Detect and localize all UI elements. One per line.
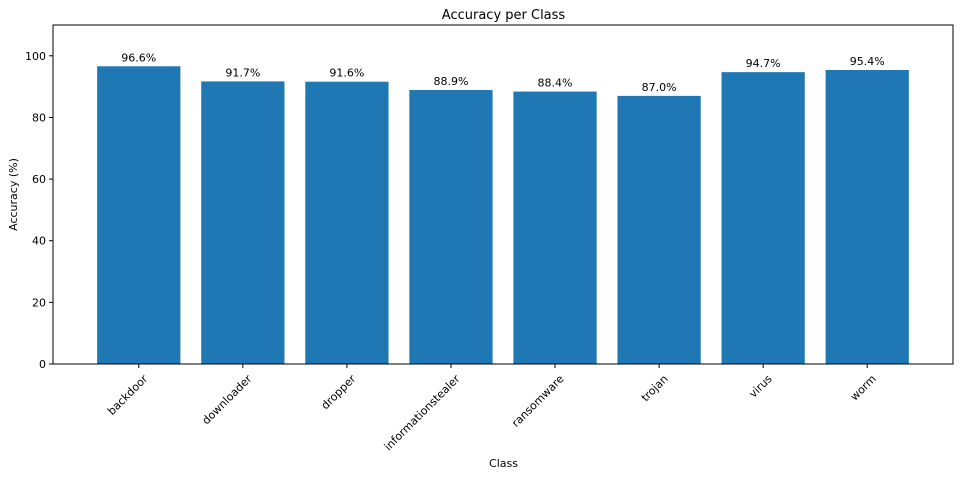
- x-axis-label: Class: [489, 457, 518, 470]
- data-label: 94.7%: [746, 57, 781, 70]
- y-tick-label: 40: [32, 235, 46, 248]
- y-tick-label: 20: [32, 296, 46, 309]
- data-label: 87.0%: [642, 81, 677, 94]
- data-label: 91.7%: [225, 66, 260, 79]
- y-tick-label: 100: [25, 50, 46, 63]
- data-label: 91.6%: [329, 67, 364, 80]
- y-axis: 0 20 40 60 80 100: [25, 50, 53, 371]
- bar: [97, 66, 181, 365]
- y-tick-label: 60: [32, 173, 46, 186]
- plot-frame: [52, 24, 954, 365]
- data-label: 95.4%: [850, 55, 885, 68]
- data-label: 88.9%: [433, 75, 468, 88]
- chart-title: Accuracy per Class: [442, 8, 566, 23]
- data-label: 88.4%: [538, 77, 573, 90]
- bar: [201, 81, 285, 364]
- bar: [409, 90, 493, 364]
- bar: [721, 72, 805, 364]
- y-tick-label: 0: [39, 358, 46, 371]
- y-tick-label: 80: [32, 111, 46, 124]
- y-axis-label: Accuracy (%): [7, 158, 20, 231]
- bar: [305, 81, 389, 365]
- bar: [617, 95, 701, 364]
- plot-area: 96.6% 91.7% 91.6% 88.9% 88.4% 87.0% 94.7% 95.4%: [97, 51, 909, 365]
- bar: [513, 91, 597, 365]
- data-label: 96.6%: [121, 51, 156, 64]
- bar: [825, 69, 909, 365]
